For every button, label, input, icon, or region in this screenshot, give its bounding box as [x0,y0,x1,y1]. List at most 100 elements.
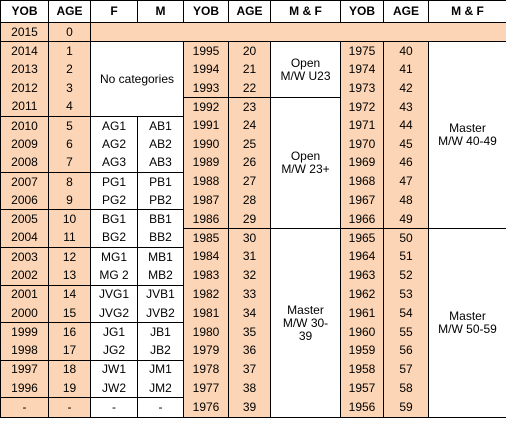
age-cell: 56 [383,341,429,361]
age-cell: 16 [48,322,91,342]
m-cell: JB2 [137,341,184,361]
m-cell: AB3 [137,153,184,173]
age-cell: 7 [48,153,91,173]
yob-cell: 1966 [340,209,384,229]
age-cell: 1 [48,41,91,61]
table-row: 2011 4 1992 23 Open M/W 23+ 1972 43 [0,97,506,229]
age-cell: 48 [383,191,429,210]
m-cell: JB1 [137,322,184,342]
header-cell: AGE [48,0,91,23]
f-cell: BG2 [90,228,138,248]
age-cell: 28 [228,191,271,210]
yob-cell: 1993 [183,78,229,98]
yob-cell: 2010 [0,115,49,136]
age-cell: 51 [383,247,429,267]
yob-cell: 1990 [183,135,229,154]
age-cell: 11 [48,228,91,248]
age-cell: 2 [48,60,91,79]
age-cell: 19 [48,379,91,398]
m-cell: JM2 [137,379,184,398]
yob-cell: 1971 [340,116,384,136]
f-cell: JVG2 [90,303,138,323]
header-cell: YOB [0,0,49,23]
age-cell: 17 [48,341,91,361]
yob-cell: 2000 [0,303,49,323]
table-row: 1998 17 JG2 JB2 1979 36 1959 56 [0,341,506,361]
table-row: 2013 2 1994 21 1974 41 [0,60,506,79]
age-cell: 6 [48,135,91,154]
age-cell: 30 [228,228,271,248]
f-cell: JVG1 [90,284,138,304]
yob-cell: 1963 [340,266,384,286]
header-row: YOB AGE F M YOB AGE M & F YOB AGE M & F [0,0,506,23]
filler-cell [90,22,506,42]
table-row: 2003 12 MG1 MB1 1984 31 1964 51 [0,247,506,267]
age-cell: 15 [48,303,91,323]
age-cell: 52 [383,266,429,286]
header-cell: M & F [270,0,341,23]
age-cell: 25 [228,135,271,154]
age-cell: 37 [228,360,271,380]
yob-cell: 1980 [183,322,229,342]
yob-cell: 1989 [183,153,229,173]
yob-cell: 1985 [183,228,229,248]
yob-cell: 1986 [183,209,229,229]
yob-cell: 1977 [183,379,229,398]
yob-cell: 1998 [0,341,49,361]
m-cell: JVB1 [137,284,184,304]
age-cell: 21 [228,60,271,79]
yob-cell: 1991 [183,116,229,136]
f-cell: JW1 [90,359,138,380]
yob-cell: 1956 [340,397,384,418]
table-row: 2001 14 JVG1 JVB1 1982 33 1962 53 [0,284,506,304]
f-cell: BG1 [90,209,138,229]
age-cell: 57 [383,360,429,380]
age-cell: 49 [383,209,429,229]
age-cell: 44 [383,116,429,136]
age-cell: 47 [383,172,429,192]
m-cell: AB2 [137,135,184,154]
header-cell: YOB [340,0,384,23]
header-cell: AGE [383,0,429,23]
category-table: YOB AGE F M YOB AGE M & F YOB AGE M & F 2015 0 2014… [0,0,506,418]
m-cell: - [137,397,184,418]
yob-cell: 1959 [340,341,384,361]
m-cell: BB1 [137,209,184,229]
header-cell: AGE [228,0,271,23]
yob-cell: 1983 [183,266,229,286]
age-cell: 55 [383,322,429,342]
group-cell: Master M/W 40-49 [428,41,506,229]
yob-cell: 1982 [183,285,229,304]
f-cell: JG1 [90,322,138,342]
yob-cell: 1970 [340,135,384,154]
age-cell: 35 [228,322,271,342]
table-row: 2006 9 PG2 PB2 1987 28 1967 48 [0,191,506,210]
age-cell: 9 [48,191,91,210]
merged-cell: No categories [90,41,184,117]
age-cell: 45 [383,135,429,154]
age-cell: 29 [228,209,271,229]
yob-cell: 1997 [0,359,49,380]
yob-cell: 1967 [340,191,384,210]
yob-cell: 1987 [183,191,229,210]
age-cell: 53 [383,285,429,304]
yob-cell: 1962 [340,285,384,304]
age-cell: 50 [383,228,429,248]
yob-cell: 1999 [0,322,49,342]
table-row: 1996 19 JW2 JM2 1977 38 1957 58 [0,379,506,398]
table-row: 2014 1 No categories 1995 20 Open M/W U23 1975… [0,41,506,229]
age-cell: 27 [228,172,271,192]
yob-cell: 1975 [340,41,384,61]
group-cell: Master M/W 50-59 [428,228,506,418]
yob-cell: 1964 [340,247,384,267]
table-row: - - - -1976 39 1956 59 [0,397,506,418]
yob-cell: 2009 [0,135,49,154]
f-cell: JW2 [90,379,138,398]
m-cell: JVB2 [137,303,184,323]
age-cell: 54 [383,303,429,323]
yob-cell: 2013 [0,60,49,79]
f-cell: MG 2 [90,266,138,286]
yob-cell: 1984 [183,247,229,267]
group-cell: Open M/W U23 [270,41,341,98]
